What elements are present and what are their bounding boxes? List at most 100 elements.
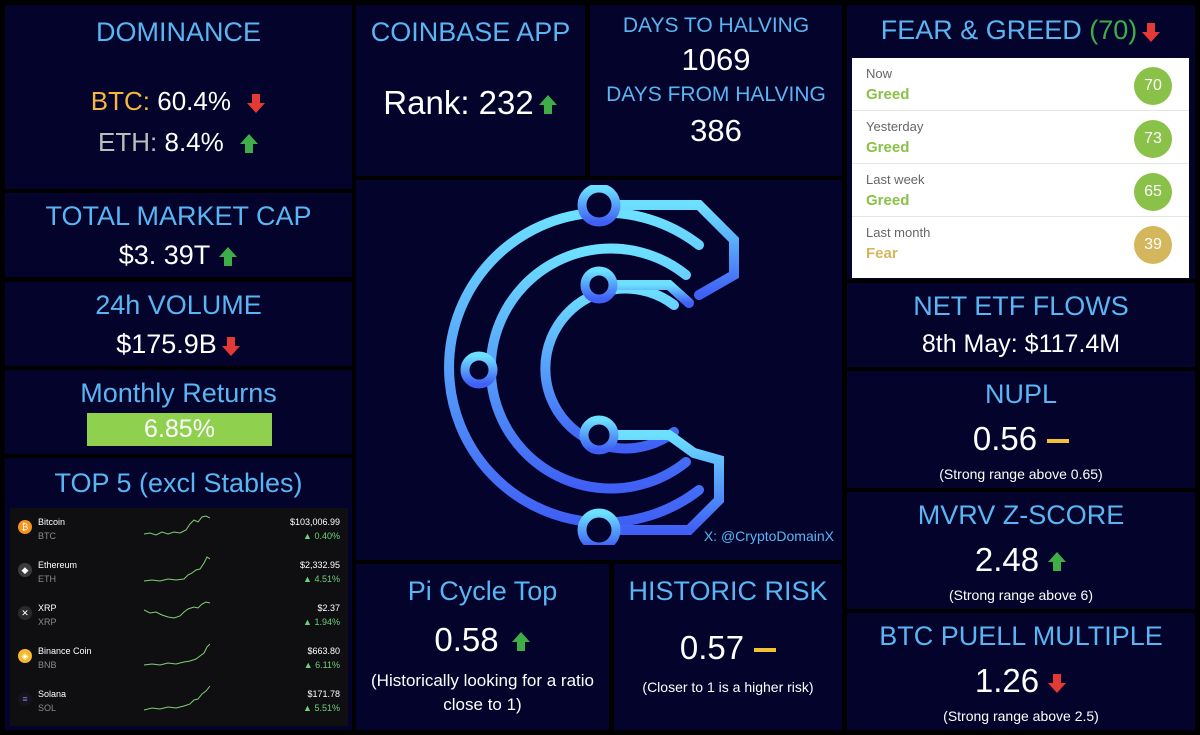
- neutral-dash-icon: [754, 648, 777, 653]
- sparkline: [144, 601, 210, 619]
- nupl-note: (Strong range above 0.65): [939, 466, 1103, 482]
- dominance-title: DOMINANCE: [95, 17, 261, 47]
- historic-risk-row: 0.57: [614, 629, 842, 667]
- coin-name: Binance Coin: [38, 646, 92, 656]
- historic-risk-title: HISTORIC RISK: [628, 576, 828, 606]
- eth-dominance-row: ETH: 8.4%: [5, 127, 352, 158]
- volume-value: $175.9B: [116, 329, 217, 359]
- fear-greed-row-label: Last month: [866, 225, 931, 240]
- halving-panel: DAYS TO HALVING 1069 DAYS FROM HALVING 3…: [590, 5, 842, 176]
- up-arrow-icon: [511, 632, 531, 652]
- historic-risk-value: 0.57: [679, 629, 745, 666]
- nupl-title: NUPL: [984, 379, 1058, 409]
- coin-price: $2.37: [317, 603, 340, 613]
- fear-greed-current: (70): [1089, 15, 1138, 45]
- market-cap-title: TOTAL MARKET CAP: [45, 201, 312, 231]
- fear-greed-row-state: Greed: [866, 139, 910, 156]
- market-cap-value: $3. 39T: [118, 240, 211, 270]
- list-item[interactable]: ◆ Ethereum ETH $2,332.95 ▲ 4.51%: [10, 551, 348, 594]
- days-to-halving-title: DAYS TO HALVING: [622, 14, 810, 37]
- coinbase-rank: Rank: 232: [383, 84, 534, 121]
- btc-label: BTC:: [90, 86, 151, 116]
- fear-greed-row-now: Now Greed 70: [852, 58, 1189, 111]
- mvrv-note: (Strong range above 6): [949, 587, 1093, 603]
- coin-change-value: 6.11%: [315, 660, 340, 670]
- fear-greed-row-value: 70: [1134, 67, 1172, 105]
- volume-panel: 24h VOLUME $175.9B: [5, 282, 352, 366]
- coin-name: XRP: [38, 603, 57, 613]
- list-item[interactable]: ≡ Solana SOL $171.78 ▲ 5.51%: [10, 680, 348, 723]
- btc-dominance-row: BTC: 60.4%: [5, 86, 352, 117]
- fear-greed-row-value: 65: [1134, 173, 1172, 211]
- fear-greed-row-label: Now: [866, 66, 893, 81]
- down-arrow-icon: [246, 93, 266, 114]
- coin-price: $2,332.95: [299, 560, 340, 570]
- market-cap-row: $3. 39T: [5, 240, 352, 271]
- coin-name: Solana: [38, 689, 67, 699]
- pi-cycle-title: Pi Cycle Top: [407, 576, 558, 606]
- puell-panel: BTC PUELL MULTIPLE 1.26 (Strong range ab…: [847, 613, 1195, 730]
- btc-value: 60.4%: [157, 86, 231, 116]
- social-handle[interactable]: X: @CryptoDomainX: [703, 528, 834, 544]
- fear-greed-history: Now Greed 70 Yesterday Greed 73 Last wee…: [852, 58, 1189, 278]
- pi-cycle-panel: Pi Cycle Top 0.58 (Historically looking …: [356, 564, 609, 730]
- puell-title: BTC PUELL MULTIPLE: [879, 621, 1163, 651]
- volume-row: $175.9B: [5, 329, 352, 360]
- days-from-halving-value: 386: [690, 113, 742, 148]
- mvrv-panel: MVRV Z-SCORE 2.48 (Strong range above 6): [847, 492, 1195, 609]
- monthly-returns-title: Monthly Returns: [80, 378, 277, 408]
- cryptodomain-logo: [444, 185, 739, 545]
- fear-greed-row-state: Fear: [866, 245, 898, 262]
- coin-change-value: 4.51%: [314, 574, 340, 584]
- sparkline: [144, 643, 210, 666]
- coin-symbol: BNB: [38, 660, 57, 670]
- market-cap-panel: TOTAL MARKET CAP $3. 39T: [5, 193, 352, 277]
- coin-price: $663.80: [307, 646, 340, 656]
- monthly-returns-value: 6.85%: [144, 415, 215, 443]
- top5-panel: TOP 5 (excl Stables) ₿ Bitcoin BTC $103,…: [5, 458, 352, 730]
- coin-symbol: ETH: [38, 574, 56, 584]
- sparkline: [144, 515, 210, 536]
- coin-change-value: 0.40%: [314, 531, 340, 541]
- list-item[interactable]: ₿ Bitcoin BTC $103,006.99 ▲ 0.40%: [10, 508, 348, 551]
- nupl-row: 0.56: [847, 420, 1195, 458]
- solana-icon: ≡: [18, 692, 32, 706]
- pi-cycle-value: 0.58: [434, 621, 499, 658]
- puell-row: 1.26: [847, 662, 1195, 700]
- coin-change: ▲ 5.51%: [303, 703, 340, 713]
- mvrv-title: MVRV Z-SCORE: [917, 500, 1125, 530]
- etf-flows-value: 8th May: $117.4M: [921, 330, 1121, 358]
- coin-symbol: XRP: [38, 617, 57, 627]
- up-arrow-icon: [1047, 552, 1067, 572]
- fear-greed-title: FEAR & GREED: [880, 15, 1082, 45]
- coinbase-rank-row: Rank: 232: [356, 84, 585, 122]
- nupl-panel: NUPL 0.56 (Strong range above 0.65): [847, 371, 1195, 488]
- historic-risk-panel: HISTORIC RISK 0.57 (Closer to 1 is a hig…: [614, 564, 842, 730]
- etf-flows-panel: NET ETF FLOWS 8th May: $117.4M: [847, 283, 1195, 367]
- xrp-icon: ✕: [18, 606, 32, 620]
- top5-list: ₿ Bitcoin BTC $103,006.99 ▲ 0.40% ◆ Ethe…: [10, 508, 348, 726]
- fear-greed-row-yesterday: Yesterday Greed 73: [852, 111, 1189, 164]
- fear-greed-row-label: Yesterday: [866, 119, 924, 134]
- coin-symbol: BTC: [38, 531, 56, 541]
- sparkline: [144, 685, 210, 711]
- monthly-returns-panel: Monthly Returns 6.85%: [5, 370, 352, 454]
- list-item[interactable]: ◈ Binance Coin BNB $663.80 ▲ 6.11%: [10, 637, 348, 680]
- coin-change-value: 5.51%: [314, 703, 340, 713]
- up-arrow-icon: [218, 246, 238, 267]
- down-arrow-icon: [1047, 673, 1067, 694]
- list-item[interactable]: ✕ XRP XRP $2.37 ▲ 1.94%: [10, 594, 348, 637]
- volume-title: 24h VOLUME: [95, 290, 262, 320]
- fear-greed-row-state: Greed: [866, 192, 910, 209]
- fear-greed-row-last-week: Last week Greed 65: [852, 164, 1189, 217]
- pi-cycle-note: (Historically looking for a ratio close …: [371, 671, 594, 714]
- puell-note: (Strong range above 2.5): [943, 708, 1099, 724]
- dominance-panel: DOMINANCE BTC: 60.4% ETH: 8.4%: [5, 5, 352, 189]
- pi-cycle-row: 0.58: [356, 621, 609, 659]
- eth-label: ETH:: [98, 127, 158, 157]
- coin-change: ▲ 1.94%: [303, 617, 340, 627]
- sparkline: [144, 556, 210, 582]
- days-to-halving-value: 1069: [681, 42, 751, 77]
- ethereum-icon: ◆: [18, 563, 32, 577]
- coin-change: ▲ 0.40%: [303, 531, 340, 541]
